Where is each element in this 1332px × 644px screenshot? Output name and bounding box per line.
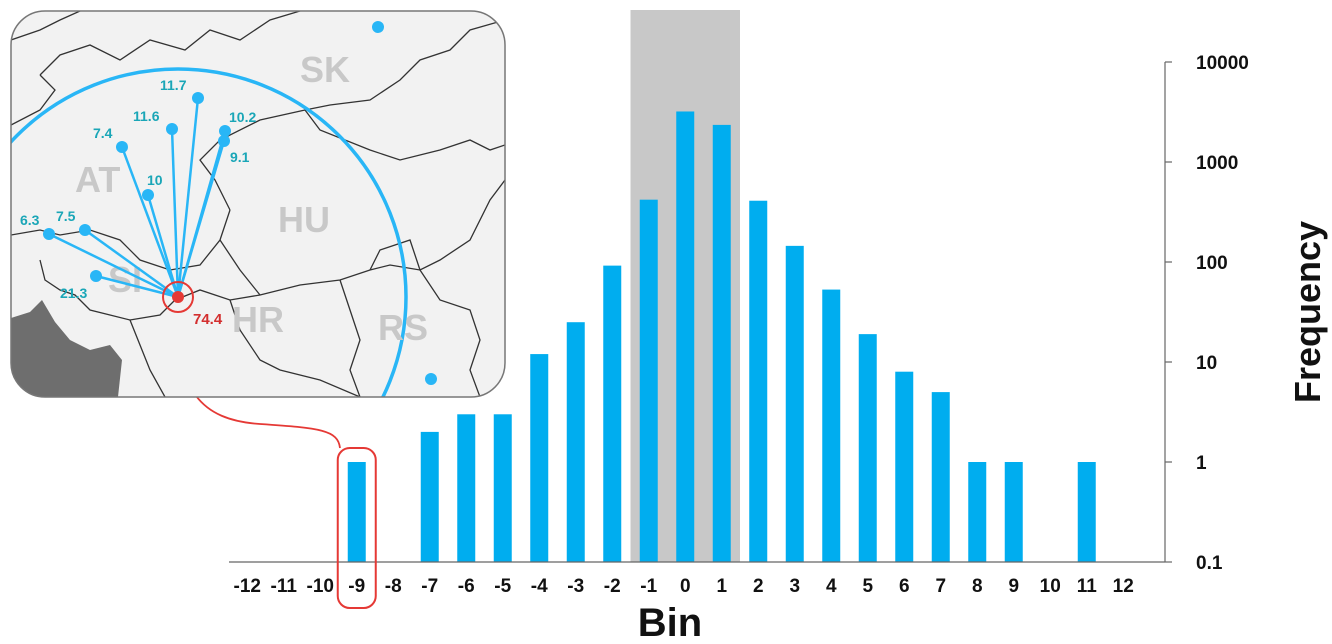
bar-4 (822, 289, 841, 562)
x-tick-label: -6 (458, 576, 475, 597)
station-label: 7.4 (93, 125, 113, 141)
x-tick-label: -4 (531, 576, 548, 597)
bar--3 (566, 322, 585, 562)
bar--5 (493, 414, 512, 562)
x-tick-label: 9 (1008, 576, 1019, 597)
station-label: 21.3 (60, 285, 87, 301)
radius-circle (11, 67, 408, 397)
bar-5 (858, 334, 877, 562)
x-tick-label: 10 (1040, 576, 1061, 597)
x-tick-label: 12 (1113, 576, 1134, 597)
country-label-sk: SK (300, 49, 350, 90)
x-tick-label: -2 (604, 576, 621, 597)
bar-3 (785, 245, 804, 562)
station-label: 9.1 (230, 149, 250, 165)
country-label-rs: RS (378, 307, 428, 348)
country-label-hu: HU (278, 199, 330, 240)
bar-11 (1077, 462, 1096, 562)
x-tick-label: -11 (271, 576, 298, 597)
bar-9 (1004, 462, 1023, 562)
bar-8 (968, 462, 987, 562)
x-tick-label: 7 (935, 576, 946, 597)
station-label: 11.6 (133, 108, 160, 124)
bar--2 (603, 265, 622, 562)
station-label: 11.7 (160, 77, 187, 93)
map-borders (11, 11, 505, 397)
x-tick-label: 6 (899, 576, 910, 597)
bar-2 (749, 200, 768, 562)
y-tick-label: 1 (1196, 453, 1207, 474)
bar--6 (457, 414, 476, 562)
x-tick-label: -1 (640, 576, 657, 597)
bar--4 (530, 354, 549, 562)
epicenter-marker (172, 291, 184, 303)
epicenter-label: 74.4 (193, 311, 223, 328)
bar--7 (420, 431, 439, 562)
bar-6 (895, 371, 914, 562)
y-tick-label: 100 (1196, 253, 1228, 274)
y-tick-label: 0.1 (1196, 553, 1223, 574)
x-tick-labels: -12 -11 -10 -9 -8 -7 -6 -5 -4 -3 -2 -1 0 1 2 3 4 5 6 7 8 9 10 1… (234, 576, 1134, 597)
x-tick-label: -8 (385, 576, 402, 597)
epicenter-ring (162, 281, 194, 313)
y-axis-title: Frequency (1287, 221, 1328, 403)
bar--9 (347, 462, 366, 562)
x-tick-label: -10 (307, 576, 334, 597)
station-rays (48, 97, 227, 299)
station-label: 6.3 (20, 212, 40, 228)
x-tick-label: 0 (680, 576, 691, 597)
x-tick-label: 5 (862, 576, 873, 597)
y-tick-label: 1000 (1196, 153, 1238, 174)
x-tick-label: 3 (789, 576, 800, 597)
country-label-hr: HR (232, 299, 284, 340)
station-label: 10.2 (229, 109, 256, 125)
x-tick-label: -12 (234, 576, 261, 597)
map-frame (10, 10, 506, 398)
circled-bin-outline (336, 447, 377, 609)
x-tick-label: 8 (972, 576, 983, 597)
x-tick-label: 4 (826, 576, 837, 597)
country-label-at: AT (75, 159, 120, 200)
x-tick-label: -5 (494, 576, 511, 597)
y-tick-label: 10 (1196, 353, 1217, 374)
x-axis-title: Bin (638, 601, 702, 644)
x-tick-label: 2 (753, 576, 764, 597)
inset-map: SK AT HU SI HR RS (10, 10, 506, 398)
bar-7 (931, 392, 950, 562)
station-markers (43, 21, 437, 385)
x-tick-label: 1 (716, 576, 727, 597)
station-label: 10 (147, 172, 163, 188)
y-tick-labels: 0.1 1 10 100 1000 10000 (1165, 53, 1249, 574)
station-label: 7.5 (56, 208, 76, 224)
x-tick-label: 11 (1077, 576, 1098, 597)
map-dark-region (11, 300, 122, 397)
bars-group (347, 111, 1096, 563)
x-tick-label: -7 (421, 576, 438, 597)
bar--1 (639, 199, 658, 563)
y-tick-label: 10000 (1196, 53, 1249, 74)
bar-1 (712, 124, 731, 562)
map-background (11, 11, 505, 397)
bar-0 (676, 111, 695, 563)
x-tick-label: -3 (567, 576, 584, 597)
x-tick-label: -9 (348, 576, 365, 597)
